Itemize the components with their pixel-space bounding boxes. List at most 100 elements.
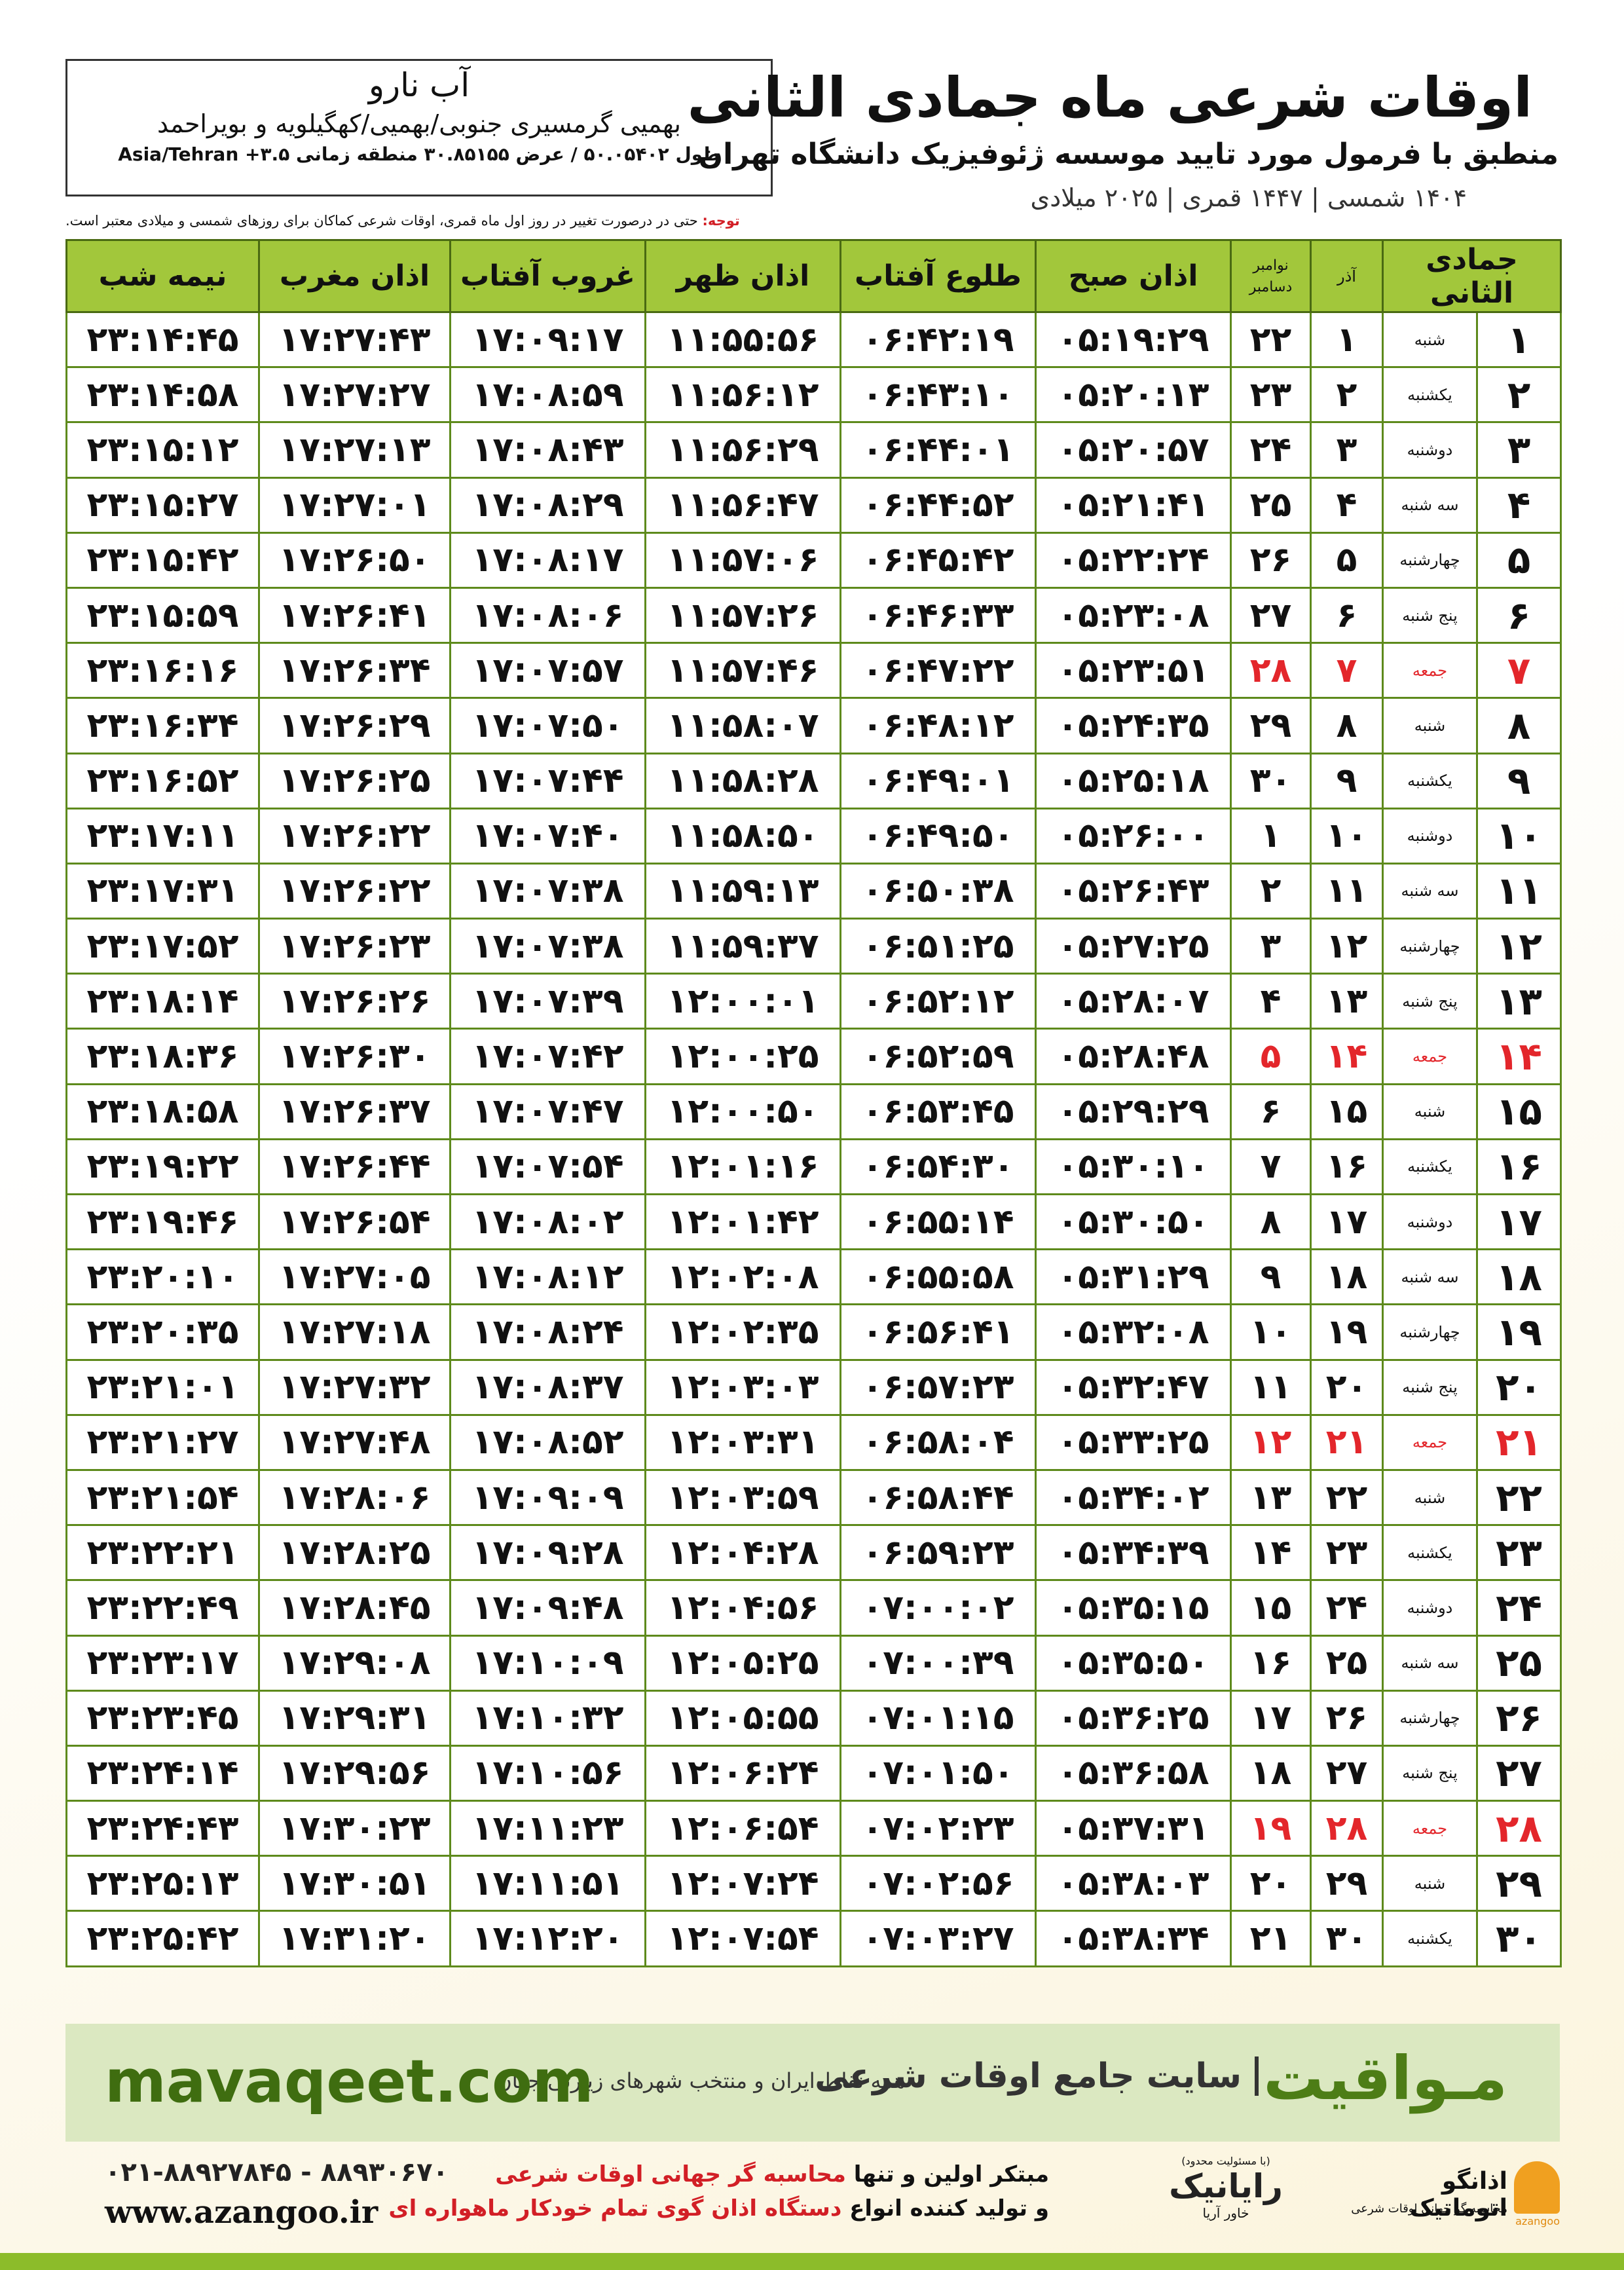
day-cell: ۱۳ (1476, 973, 1562, 1030)
time-cell: ۰۵:۳۸:۰۳ (1035, 1855, 1232, 1912)
time-cell: ۱۷:۲۷:۲۷ (258, 366, 451, 424)
weekday-cell: دوشنبه (1381, 421, 1479, 479)
time-cell: ۱۱:۵۸:۲۸ (644, 752, 841, 809)
time-cell: ۱۷:۰۸:۰۶ (449, 586, 646, 644)
time-cell: ۰۵:۲۳:۰۸ (1035, 586, 1232, 644)
logo-rayanik: (با مسئولیت محدود) رایانیک خاور آریا (1154, 2155, 1298, 2221)
time-cell: ۰۶:۵۸:۴۴ (840, 1468, 1037, 1527)
day-cell: ۴ (1476, 476, 1562, 534)
title: اوقات شرعی ماه جمادی الثانی (687, 65, 1532, 130)
time-cell: ۲۳:۱۴:۵۸ (65, 366, 260, 424)
column-header: آذر (1310, 239, 1384, 313)
time-cell: ۲۵ (1230, 476, 1312, 534)
time-cell: ۲۲ (1310, 1468, 1384, 1527)
time-cell: ۰۵:۳۰:۵۰ (1035, 1193, 1232, 1251)
time-cell: ۱۷:۲۷:۴۳ (258, 310, 451, 369)
time-cell: ۱۷:۲۶:۲۹ (258, 697, 451, 754)
times-table: جمادی الثانی آذر نوامبر دسامبر اذان صبح طلوع … (65, 239, 1562, 1967)
time-cell: ۱۷:۰۷:۳۹ (449, 973, 646, 1030)
time-cell: ۱۱:۵۶:۱۲ (644, 366, 841, 424)
time-cell: ۰۷:۰۱:۵۰ (840, 1744, 1037, 1802)
table-row: ۲ یکشنبه ۲ ۲۳ ۰۵:۲۰:۱۳ ۰۶:۴۳:۱۰ ۱۱:۵۶:۱۲ ۱۷:۰۸:… (65, 366, 1562, 424)
time-cell: ۴ (1230, 973, 1312, 1030)
time-cell: ۲۳:۱۸:۵۸ (65, 1083, 260, 1140)
table-row: ۲۵ سه شنبه ۲۵ ۱۶ ۰۵:۳۵:۵۰ ۰۷:۰۰:۳۹ ۱۲:۰۵:۲۵ ۱۷:… (65, 1634, 1562, 1692)
time-cell: ۰۶:۵۳:۴۵ (840, 1083, 1037, 1140)
time-cell: ۱۷:۱۱:۲۳ (449, 1800, 646, 1857)
day-cell: ۷ (1476, 642, 1562, 699)
time-cell: ۳۰ (1310, 1910, 1384, 1967)
time-cell: ۰۶:۴۶:۳۳ (840, 586, 1037, 644)
time-cell: ۱۷:۰۷:۵۴ (449, 1138, 646, 1196)
time-cell: ۲۷ (1310, 1744, 1384, 1802)
time-cell: ۲۲ (1230, 310, 1312, 369)
time-cell: ۱۲ (1230, 1413, 1312, 1471)
column-header: نوامبر دسامبر (1230, 239, 1312, 313)
day-cell: ۹ (1476, 752, 1562, 809)
day-cell: ۲۷ (1476, 1744, 1562, 1802)
time-cell: ۱۷:۰۷:۵۰ (449, 697, 646, 754)
time-cell: ۰۷:۰۰:۰۲ (840, 1579, 1037, 1637)
time-cell: ۰۶:۴۹:۵۰ (840, 807, 1037, 865)
table-body: ۱ شنبه ۱ ۲۲ ۰۵:۱۹:۲۹ ۰۶:۴۲:۱۹ ۱۱:۵۵:۵۶ ۱۷:۰۹:۱۷… (65, 310, 1562, 1967)
time-cell: ۱۷:۲۶:۳۴ (258, 642, 451, 699)
day-cell: ۱۶ (1476, 1138, 1562, 1196)
location-name: آب نارو (368, 66, 470, 104)
weekday-cell: چهارشنبه (1381, 918, 1479, 975)
column-header: طلوع آفتاب (840, 239, 1037, 313)
time-cell: ۰۵:۲۵:۱۸ (1035, 752, 1232, 809)
time-cell: ۱۷:۲۶:۳۷ (258, 1083, 451, 1140)
time-cell: ۰۶:۵۵:۱۴ (840, 1193, 1037, 1251)
time-cell: ۸ (1230, 1193, 1312, 1251)
logo-en: azangoo (1515, 2215, 1560, 2227)
time-cell: ۰۵:۳۰:۱۰ (1035, 1138, 1232, 1196)
weekday-cell: جمعه (1381, 1800, 1479, 1857)
time-cell: ۲۳:۱۶:۵۲ (65, 752, 260, 809)
time-cell: ۱۷:۱۲:۲۰ (449, 1910, 646, 1967)
time-cell: ۱۷:۰۸:۵۹ (449, 366, 646, 424)
time-cell: ۱۷:۰۷:۴۴ (449, 752, 646, 809)
weekday-cell: سه شنبه (1381, 1248, 1479, 1306)
weekday-cell: دوشنبه (1381, 807, 1479, 865)
time-cell: ۱۲ (1310, 918, 1384, 975)
day-cell: ۳۰ (1476, 1910, 1562, 1967)
time-cell: ۱۲:۰۰:۰۱ (644, 973, 841, 1030)
brand: مـواقیت (1263, 2043, 1507, 2113)
time-cell: ۱۰ (1230, 1303, 1312, 1361)
table-row: ۱۶ یکشنبه ۱۶ ۷ ۰۵:۳۰:۱۰ ۰۶:۵۴:۳۰ ۱۲:۰۱:۱۶ ۱۷:۰۷… (65, 1138, 1562, 1196)
time-cell: ۱۷:۲۹:۵۶ (258, 1744, 451, 1802)
time-cell: ۰۵:۳۲:۴۷ (1035, 1358, 1232, 1416)
note-label: توجه: (702, 213, 740, 229)
time-cell: ۲۳:۱۷:۱۱ (65, 807, 260, 865)
time-cell: ۱۷:۲۶:۲۲ (258, 807, 451, 865)
time-cell: ۱۲:۰۶:۲۴ (644, 1744, 841, 1802)
time-cell: ۱۲:۰۰:۵۰ (644, 1083, 841, 1140)
time-cell: ۲۳:۱۵:۱۲ (65, 421, 260, 479)
time-cell: ۱۷:۲۷:۰۱ (258, 476, 451, 534)
time-cell: ۰۵:۲۷:۲۵ (1035, 918, 1232, 975)
time-cell: ۲۱ (1230, 1910, 1312, 1967)
time-cell: ۱۷:۰۹:۰۹ (449, 1468, 646, 1527)
time-cell: ۲۳ (1230, 366, 1312, 424)
time-cell: ۰۶:۴۷:۲۲ (840, 642, 1037, 699)
day-cell: ۲۶ (1476, 1689, 1562, 1747)
time-cell: ۰۵:۳۴:۰۲ (1035, 1468, 1232, 1527)
time-cell: ۱۲:۰۷:۲۴ (644, 1855, 841, 1912)
time-cell: ۰۵:۳۶:۲۵ (1035, 1689, 1232, 1747)
time-cell: ۱۶ (1230, 1634, 1312, 1692)
weekday-cell: پنج شنبه (1381, 1744, 1479, 1802)
time-cell: ۱ (1230, 807, 1312, 865)
time-cell: ۱۷:۰۸:۲۴ (449, 1303, 646, 1361)
weekday-cell: چهارشنبه (1381, 1303, 1479, 1361)
time-cell: ۲۳:۲۱:۵۴ (65, 1468, 260, 1527)
table-row: ۱۴ جمعه ۱۴ ۵ ۰۵:۲۸:۴۸ ۰۶:۵۲:۵۹ ۱۲:۰۰:۲۵ ۱۷:۰۷:۴… (65, 1028, 1562, 1085)
time-cell: ۲۱ (1310, 1413, 1384, 1471)
time-cell: ۲۳:۲۱:۲۷ (65, 1413, 260, 1471)
time-cell: ۶ (1310, 586, 1384, 644)
time-cell: ۳۰ (1230, 752, 1312, 809)
time-cell: ۰۵:۲۰:۱۳ (1035, 366, 1232, 424)
day-cell: ۱۸ (1476, 1248, 1562, 1306)
table-row: ۷ جمعه ۷ ۲۸ ۰۵:۲۳:۵۱ ۰۶:۴۷:۲۲ ۱۱:۵۷:۴۶ ۱۷:۰۷:۵۷… (65, 642, 1562, 699)
day-cell: ۲۸ (1476, 1800, 1562, 1857)
